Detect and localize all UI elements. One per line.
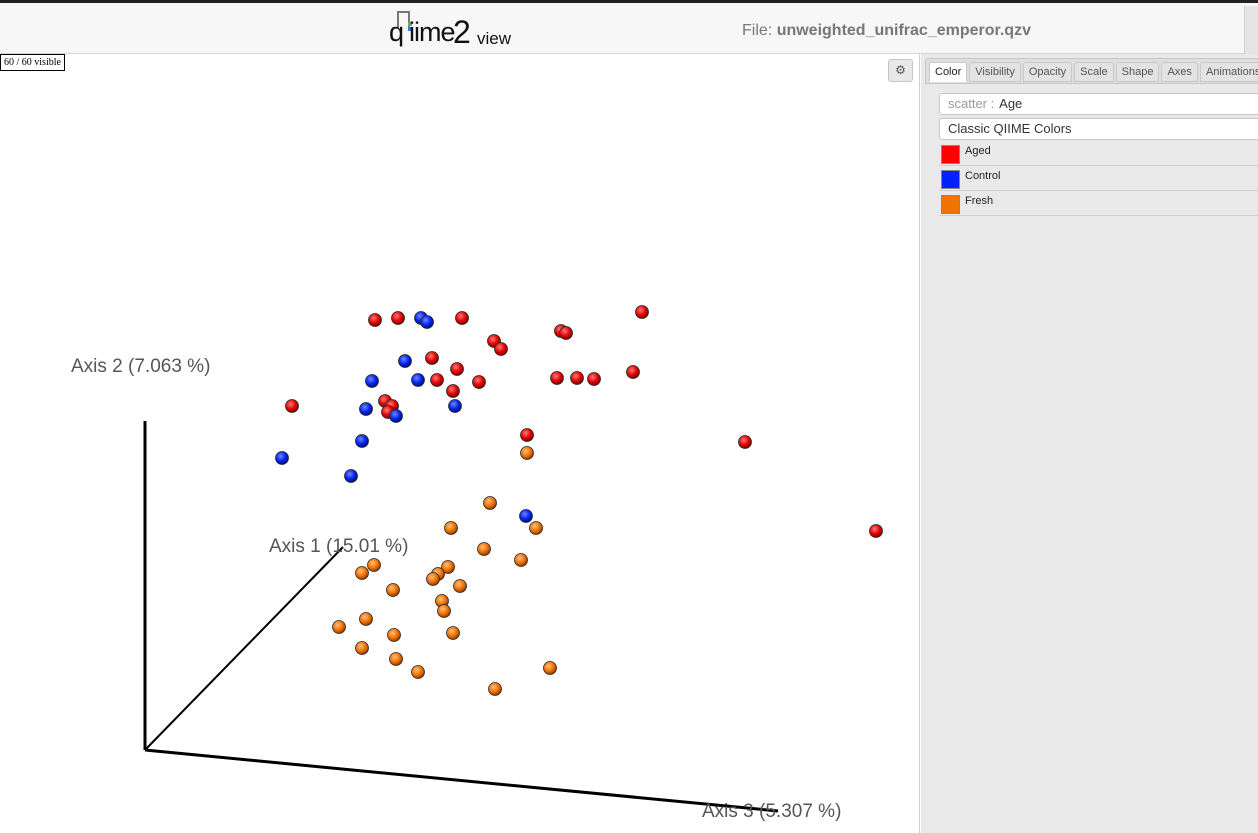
tab-opacity[interactable]: Opacity <box>1022 62 1073 82</box>
colormap-value: Classic QIIME Colors <box>948 121 1072 136</box>
axis1-label: Axis 1 (15.01 %) <box>269 536 408 557</box>
sample-point-aged[interactable] <box>430 373 444 387</box>
sample-point-fresh[interactable] <box>355 641 369 655</box>
sample-point-aged[interactable] <box>472 375 486 389</box>
sample-point-fresh[interactable] <box>477 542 491 556</box>
sample-point-aged[interactable] <box>455 311 469 325</box>
scrollbar[interactable] <box>1244 6 1258 56</box>
sample-point-aged[interactable] <box>559 326 573 340</box>
legend-row-fresh: Fresh <box>939 192 1258 216</box>
sample-point-fresh[interactable] <box>444 521 458 535</box>
axis2-label: Axis 2 (7.063 %) <box>71 356 210 377</box>
panel-tabs: Color Visibility Opacity Scale Shape Axe… <box>925 58 1258 84</box>
sample-point-control[interactable] <box>448 399 462 413</box>
legend-row-aged: Aged <box>939 142 1258 166</box>
sample-point-aged[interactable] <box>446 384 460 398</box>
logo-dot-icon <box>408 27 412 31</box>
sample-point-fresh[interactable] <box>543 661 557 675</box>
gear-icon: ⚙ <box>895 63 906 77</box>
sample-point-control[interactable] <box>398 354 412 368</box>
sample-point-aged[interactable] <box>391 311 405 325</box>
logo-dot-icon <box>408 22 412 26</box>
sample-point-aged[interactable] <box>626 365 640 379</box>
control-panel: Color Visibility Opacity Scale Shape Axe… <box>921 54 1258 833</box>
axis3-line <box>144 748 779 813</box>
color-swatch[interactable] <box>941 145 960 164</box>
scatter-value: Age <box>999 96 1023 111</box>
legend-label: Fresh <box>965 195 994 207</box>
settings-button[interactable]: ⚙ <box>888 59 913 82</box>
sample-point-aged[interactable] <box>738 435 752 449</box>
top-bar: q iime 2 view File: unweighted_unifrac_e… <box>0 0 1258 56</box>
sample-point-fresh[interactable] <box>332 620 346 634</box>
colormap-select[interactable]: Classic QIIME Colors <box>939 118 1258 140</box>
sample-point-control[interactable] <box>420 315 434 329</box>
sample-point-control[interactable] <box>355 434 369 448</box>
visible-count-label: 60 / 60 visible <box>0 54 65 71</box>
sample-point-aged[interactable] <box>587 372 601 386</box>
sample-point-aged[interactable] <box>869 524 883 538</box>
sample-point-aged[interactable] <box>425 351 439 365</box>
scatter-3d-scene[interactable]: Axis 2 (7.063 %) Axis 1 (15.01 %) Axis 3… <box>0 54 920 833</box>
color-swatch[interactable] <box>941 170 960 189</box>
sample-point-fresh[interactable] <box>411 665 425 679</box>
sample-point-fresh[interactable] <box>441 560 455 574</box>
sample-point-fresh[interactable] <box>483 496 497 510</box>
sample-point-fresh[interactable] <box>387 628 401 642</box>
sample-point-fresh[interactable] <box>367 558 381 572</box>
legend-row-control: Control <box>939 167 1258 191</box>
sample-point-control[interactable] <box>275 451 289 465</box>
sample-point-fresh[interactable] <box>453 579 467 593</box>
sample-point-fresh[interactable] <box>437 604 451 618</box>
sample-point-control[interactable] <box>519 509 533 523</box>
sample-point-aged[interactable] <box>368 313 382 327</box>
sample-point-fresh[interactable] <box>514 553 528 567</box>
sample-point-control[interactable] <box>389 409 403 423</box>
sample-point-control[interactable] <box>365 374 379 388</box>
sample-point-aged[interactable] <box>520 428 534 442</box>
axis1-line <box>144 546 344 751</box>
file-label: File: unweighted_unifrac_emperor.qzv <box>742 22 1031 40</box>
qiime2view-logo: q iime 2 view <box>389 9 517 53</box>
legend-label: Aged <box>965 145 991 157</box>
tab-shape[interactable]: Shape <box>1115 62 1160 82</box>
sample-point-fresh[interactable] <box>520 446 534 460</box>
sample-point-fresh[interactable] <box>386 583 400 597</box>
tab-visibility[interactable]: Visibility <box>969 62 1021 82</box>
sample-point-control[interactable] <box>411 373 425 387</box>
sample-point-control[interactable] <box>359 402 373 416</box>
axis3-label: Axis 3 (5.307 %) <box>702 801 841 822</box>
scatter-metadata-select[interactable]: scatter : Age <box>939 93 1258 115</box>
sample-point-fresh[interactable] <box>446 626 460 640</box>
emperor-plot-area[interactable]: 60 / 60 visible ⚙ Axis 2 (7.063 %) Axis … <box>0 54 920 833</box>
sample-point-fresh[interactable] <box>488 682 502 696</box>
sample-point-aged[interactable] <box>570 371 584 385</box>
sample-point-aged[interactable] <box>450 362 464 376</box>
sample-point-aged[interactable] <box>285 399 299 413</box>
tab-axes[interactable]: Axes <box>1161 62 1198 82</box>
file-prefix: File: <box>742 22 773 39</box>
sample-point-fresh[interactable] <box>426 572 440 586</box>
sample-point-fresh[interactable] <box>355 566 369 580</box>
sample-point-fresh[interactable] <box>389 652 403 666</box>
scatter-prefix: scatter : <box>948 96 995 111</box>
color-swatch[interactable] <box>941 195 960 214</box>
sample-point-fresh[interactable] <box>529 521 543 535</box>
sample-point-aged[interactable] <box>494 342 508 356</box>
tab-scale[interactable]: Scale <box>1074 62 1114 82</box>
legend-label: Control <box>965 170 1001 182</box>
sample-point-fresh[interactable] <box>359 612 373 626</box>
sample-point-control[interactable] <box>344 469 358 483</box>
tab-animations[interactable]: Animations <box>1199 62 1258 82</box>
sample-point-aged[interactable] <box>635 305 649 319</box>
logo-mark-icon <box>397 11 410 28</box>
tab-color[interactable]: Color <box>929 62 968 82</box>
file-name: unweighted_unifrac_emperor.qzv <box>776 22 1031 39</box>
sample-point-aged[interactable] <box>550 371 564 385</box>
